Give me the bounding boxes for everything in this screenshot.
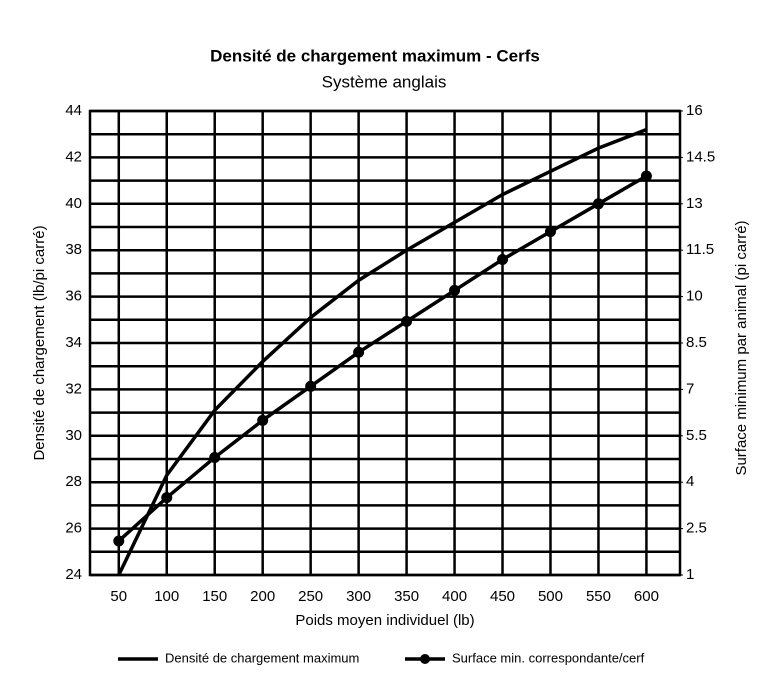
y2-tick-label: 11.5 [686,241,714,258]
series-line [117,127,648,576]
legend-label: Surface min. correspondante/cerf [452,650,645,665]
y-tick-label: 26 [65,520,82,537]
x-tick-label: 600 [634,588,659,605]
y2-tick-label: 7 [686,380,694,397]
series-line [117,174,648,543]
y2-tick-label: 5.5 [686,427,707,444]
x-tick-label: 550 [586,588,611,605]
y-tick-label: 38 [65,241,82,258]
y2-tick-label: 13 [686,195,703,212]
x-tick-label: 50 [110,588,127,605]
marker [353,346,365,358]
x-tick-label: 350 [394,588,419,605]
marker [497,253,509,265]
y-tick-label: 24 [65,566,82,583]
marker [257,414,269,426]
y-tick-label: 40 [65,195,82,212]
y-tick-label: 36 [65,288,82,305]
y2-tick-label: 8.5 [686,334,707,351]
x-tick-label: 150 [202,588,227,605]
marker [209,451,221,463]
y2-tick-label: 4 [686,473,694,490]
y2-tick-label: 14.5 [686,148,715,165]
y-tick-label: 44 [65,102,82,119]
y2-tick-label: 16 [686,102,703,119]
y2-tick-label: 10 [686,288,703,305]
y2-axis-label: Surface minimum par animal (pi carré) [733,220,750,475]
marker [640,170,652,182]
y-tick-label: 34 [65,334,82,351]
legend-marker [420,654,430,664]
y2-tick-label: 2.5 [686,520,707,537]
x-tick-label: 200 [250,588,275,605]
y-tick-label: 28 [65,473,82,490]
x-axis-label: Poids moyen individuel (lb) [295,612,474,629]
marker [449,284,461,296]
y-tick-label: 42 [65,148,82,165]
marker [113,535,125,547]
x-tick-label: 300 [346,588,371,605]
marker [401,315,413,327]
x-tick-label: 400 [442,588,467,605]
y-tick-label: 30 [65,427,82,444]
legend-label: Densité de chargement maximum [165,650,359,665]
x-tick-label: 450 [490,588,515,605]
marker [592,198,604,210]
y-tick-label: 32 [65,380,82,397]
y-axis-label: Densité de chargement (lb/pi carré) [31,225,48,460]
x-tick-label: 100 [154,588,179,605]
y2-tick-label: 1 [686,566,694,583]
marker [161,492,173,504]
marker [305,380,317,392]
plot-frame [88,109,682,577]
chart-title: Densité de chargement maximum - Cerfs [210,46,540,65]
marker [544,226,556,238]
x-tick-label: 250 [298,588,323,605]
chart-subtitle: Système anglais [322,72,447,91]
x-tick-label: 500 [538,588,563,605]
